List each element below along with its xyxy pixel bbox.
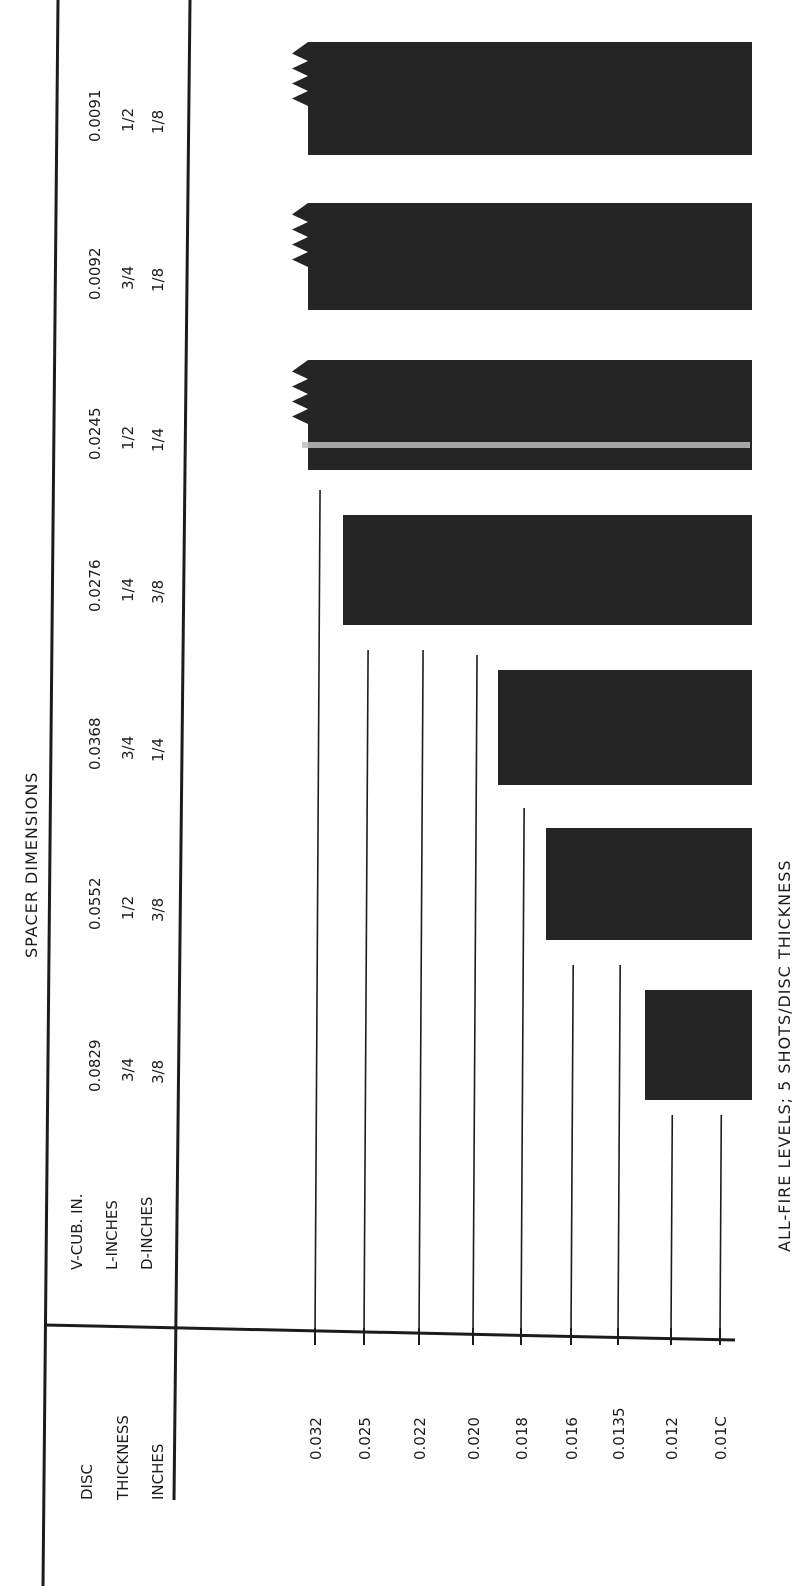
thickness-tick-label: 0.018 bbox=[513, 1417, 531, 1460]
thickness-line bbox=[314, 489, 321, 1336]
spacer-volume-value: 0.0276 bbox=[86, 560, 104, 613]
bar-spacer bbox=[292, 42, 752, 155]
thickness-tick-label: 0.01C bbox=[712, 1416, 730, 1460]
thickness-line bbox=[472, 654, 478, 1336]
spacer-volume-value: 0.0091 bbox=[86, 90, 104, 143]
spacer-diameter-value: 3/8 bbox=[149, 898, 167, 922]
spacer-length-value: 1/2 bbox=[119, 896, 137, 920]
bar-spacer bbox=[343, 515, 752, 625]
header-row-label: L-INCHES bbox=[103, 1200, 121, 1270]
spacer-volume-value: 0.0368 bbox=[86, 718, 104, 771]
thickness-tick-label: 0.032 bbox=[307, 1417, 325, 1460]
bars bbox=[292, 42, 752, 1100]
header-divider-line bbox=[172, 0, 192, 1501]
left-border-line bbox=[41, 0, 60, 1586]
spacer-length-value: 1/2 bbox=[119, 426, 137, 450]
column-title-line: DISC bbox=[78, 1464, 96, 1500]
spacer-length-value: 3/4 bbox=[119, 266, 137, 290]
bar-spacer bbox=[645, 990, 752, 1100]
spacer-diameter-value: 1/8 bbox=[149, 268, 167, 292]
thickness-line bbox=[670, 1114, 674, 1336]
thickness-line bbox=[570, 964, 574, 1336]
spacer-volume-value: 0.0245 bbox=[86, 408, 104, 461]
thickness-line bbox=[363, 649, 369, 1336]
column-title-line: THICKNESS bbox=[114, 1415, 132, 1501]
spacer-length-value: 3/4 bbox=[119, 736, 137, 760]
spacer-diameter-value: 1/8 bbox=[149, 110, 167, 134]
spacer-volume-value: 0.0829 bbox=[86, 1040, 104, 1093]
bar-spacer bbox=[546, 828, 752, 940]
spacer-volume-value: 0.0092 bbox=[86, 248, 104, 301]
chart-title: SPACER DIMENSIONS bbox=[22, 772, 41, 958]
chart-caption: ALL-FIRE LEVELS; 5 SHOTS/DISC THICKNESS bbox=[775, 859, 794, 1252]
thickness-tick-label: 0.025 bbox=[356, 1417, 374, 1460]
spacer-volume-value: 0.0552 bbox=[86, 878, 104, 931]
thickness-line bbox=[617, 964, 621, 1336]
header-row-label: V-CUB. IN. bbox=[68, 1194, 86, 1271]
baseline-axis bbox=[44, 1323, 736, 1342]
spacer-diameter-value: 3/8 bbox=[149, 580, 167, 604]
spacer-length-value: 1/4 bbox=[119, 578, 137, 602]
bar-spacer bbox=[498, 670, 752, 785]
spacer-diameter-value: 1/4 bbox=[149, 428, 167, 452]
spacer-length-value: 1/2 bbox=[119, 108, 137, 132]
thickness-tick-label: 0.022 bbox=[411, 1417, 429, 1460]
thickness-line bbox=[418, 649, 424, 1336]
spacer-diameter-value: 1/4 bbox=[149, 738, 167, 762]
bar-spacer bbox=[292, 203, 752, 310]
thickness-tick-label: 0.0135 bbox=[610, 1408, 628, 1461]
thickness-tick-label: 0.020 bbox=[465, 1417, 483, 1460]
spacer-diameter-value: 3/8 bbox=[149, 1060, 167, 1084]
thickness-line bbox=[719, 1114, 723, 1336]
text-labels: SPACER DIMENSIONS ALL-FIRE LEVELS; 5 SHOT… bbox=[22, 90, 794, 1502]
spacer-length-value: 3/4 bbox=[119, 1058, 137, 1082]
thickness-tick-label: 0.016 bbox=[563, 1417, 581, 1460]
grid-lines bbox=[41, 0, 736, 1586]
header-row-label: D-INCHES bbox=[138, 1197, 156, 1270]
thickness-line bbox=[520, 807, 525, 1336]
column-title-line: INCHES bbox=[149, 1444, 167, 1500]
thickness-tick-label: 0.012 bbox=[663, 1417, 681, 1460]
bar-streak bbox=[302, 442, 750, 448]
bar-spacer bbox=[292, 360, 752, 470]
